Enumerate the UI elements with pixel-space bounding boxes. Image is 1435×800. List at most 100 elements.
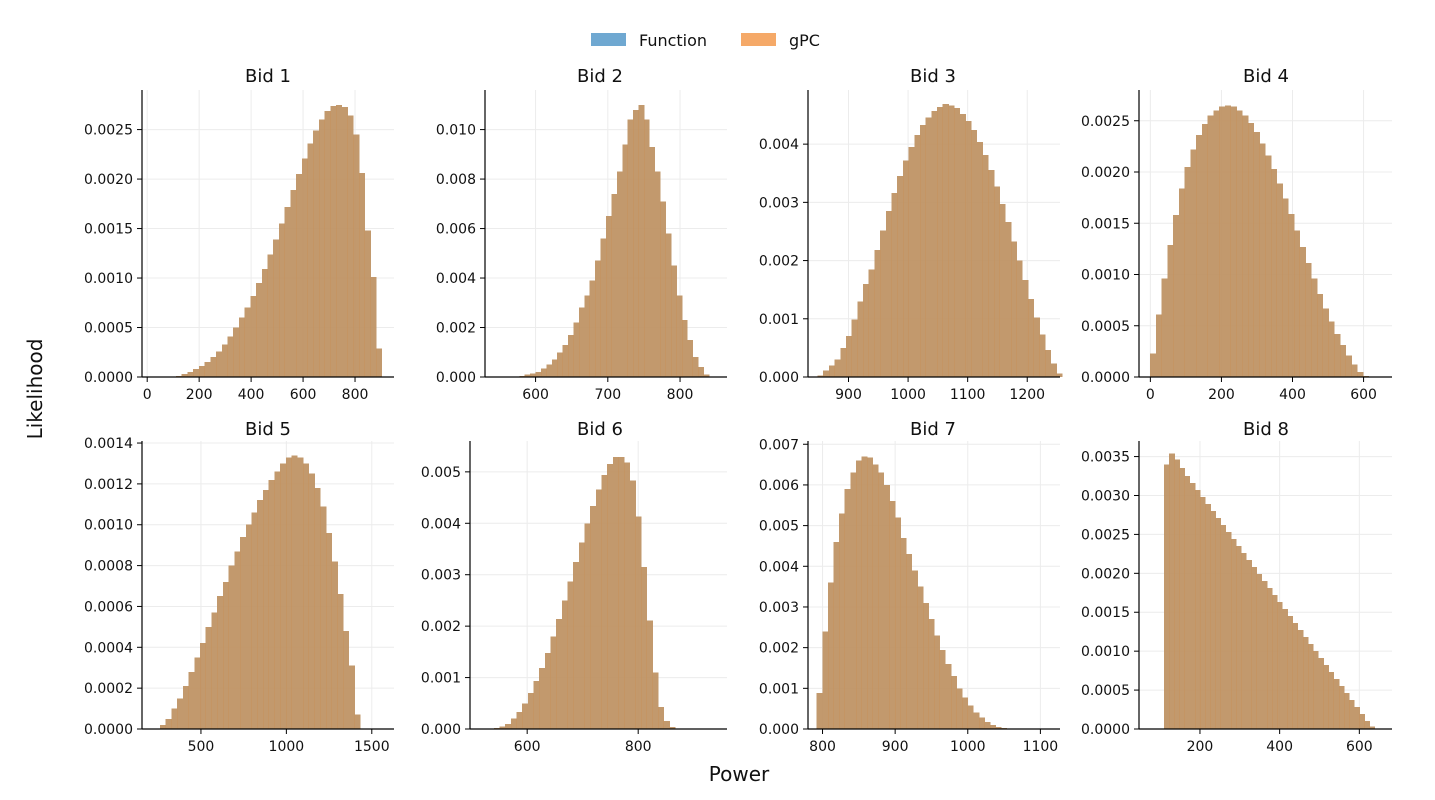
gpc-bar [198,366,206,377]
gpc-bar [1277,602,1283,729]
gpc-bar [1338,686,1345,729]
gpc-bar [908,147,915,377]
gpc-bar [1005,222,1012,377]
gpc-bar [956,688,963,729]
x-tick-label: 400 [1266,739,1293,755]
gpc-bar [665,233,672,377]
gpc-bar [671,265,677,377]
y-tick-label: 0.0025 [84,123,133,139]
y-tick-label: 0.002 [436,321,476,337]
gpc-bar [643,119,650,378]
histogram-bars [159,455,361,729]
y-tick-label: 0.001 [759,681,799,697]
gpc-bar [1328,672,1335,729]
panel-bid-5: Bid 5 500 1000 1500 0.0000 0.0002 0.0004 0.000… [84,419,394,755]
gpc-bar [1322,308,1329,377]
gpc-bar [336,104,343,378]
panel-bid-7: Bid 7 800 900 1000 1100 0.000 0.001 0.002 0.003… [759,419,1060,755]
panel-bid-3: Bid 3 900 1000 1100 1200 0.000 0.001 0.002 0.00… [759,66,1063,403]
gpc-bar [954,108,961,377]
gpc-bar [922,602,929,729]
gpc-bar [297,457,304,729]
y-tick-label: 0.010 [436,123,476,139]
y-tick-label: 0.0014 [84,436,133,452]
gpc-bar [301,158,308,377]
gpc-bar [1287,616,1293,729]
gpc-bar [1215,518,1222,729]
panel-bid-6: Bid 6 600 800 0.000 0.001 0.002 0.003 0.004 0.0… [421,419,727,755]
gpc-bar [551,359,558,377]
gpc-bar [556,618,563,729]
gpc-bar [658,706,665,729]
gpc-bar [681,320,688,377]
x-tick-label: 900 [835,387,862,403]
gpc-bar [1224,105,1232,377]
gpc-bar [210,357,217,377]
gpc-bar [1173,215,1180,377]
x-tick-label: 200 [1208,387,1235,403]
gpc-bar [1161,278,1168,377]
gpc-bar [868,269,875,377]
gpc-bar [878,472,885,729]
gpc-bar [216,351,223,377]
x-tick-label: 1000 [950,739,986,755]
gpc-bar [290,189,297,377]
gpc-bar [1219,106,1226,378]
gpc-bar [320,506,327,729]
x-tick-label: 1100 [950,387,986,403]
gpc-bar [633,109,639,378]
gpc-bar [1282,198,1289,377]
gpc-bar [937,106,944,377]
gpc-bar [606,216,612,377]
gpc-bar [1189,483,1196,729]
gpc-bar [285,457,292,729]
gpc-bar [1292,623,1299,729]
gpc-bar [222,581,230,729]
gpc-bar [539,667,546,729]
gpc-bar [307,143,314,377]
gpc-bar [1010,241,1018,377]
y-tick-label: 0.004 [759,559,799,575]
gpc-bar [1033,317,1040,377]
y-tick-label: 0.0005 [84,321,133,337]
gpc-bar [313,130,320,377]
gpc-bar [204,362,211,377]
gpc-bar [188,671,195,729]
panel-title: Bid 3 [910,66,956,87]
gpc-bar [982,155,989,377]
gpc-bar [885,211,892,377]
gpc-bar [900,537,907,729]
x-tick-label: 200 [186,387,213,403]
gpc-bar [971,130,978,377]
gpc-bar [1293,230,1301,377]
gpc-bar [364,230,371,377]
y-tick-label: 0.0000 [1081,722,1130,738]
gpc-bar [1256,574,1263,729]
gpc-bar [1016,260,1023,377]
gpc-bar [595,489,602,729]
y-tick-label: 0.0020 [1081,165,1130,181]
gpc-bar [1333,679,1340,729]
gpc-bar [828,365,835,377]
gpc-bar [962,697,969,729]
gpc-bar [544,652,551,729]
gpc-bar [1288,214,1295,377]
histogram-bars [816,456,1008,729]
gpc-bar [676,295,683,377]
gpc-bar [182,686,189,729]
gpc-bar [348,665,355,729]
y-tick-label: 0.003 [421,568,461,584]
x-tick-label: 600 [514,739,541,755]
gpc-bar [595,260,601,377]
gpc-bar [228,565,235,729]
panel-title: Bid 2 [577,66,623,87]
panel-bid-4: Bid 4 0 200 400 600 0.0000 0.0005 0.0010 0.0015… [1081,66,1392,403]
gpc-bar [291,455,298,729]
gpc-bar [1343,693,1350,729]
y-tick-label: 0.005 [759,519,799,535]
gpc-bar [1282,609,1288,729]
gpc-bar [1369,726,1376,729]
legend-swatch-function [591,33,626,46]
panel-bid-1: Bid 1 0 200 400 600 800 0.0000 0.0005 0.0010 0.0… [84,66,394,403]
